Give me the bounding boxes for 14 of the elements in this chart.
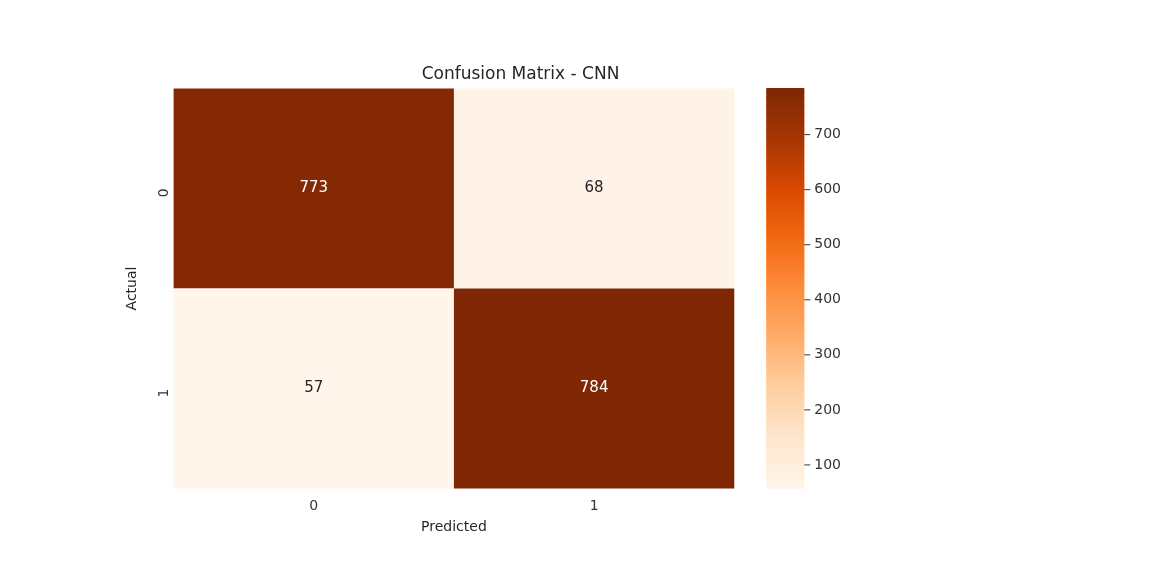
color-bar-label: 100 [814,455,842,472]
color-bar-label: 700 [814,125,842,142]
color-bar-label: 400 [814,290,842,307]
data-label: 784 [579,378,609,397]
y-axis-title: Actual [123,266,140,311]
data-label: 57 [304,378,324,397]
x-axis-title: Predicted [421,518,487,535]
color-bar-label: 300 [814,345,842,362]
color-bar-label: 200 [814,400,842,417]
data-label: 68 [584,178,604,197]
color-bar-label: 500 [814,235,842,252]
chart-title: Confusion Matrix - CNN [421,62,620,83]
color-bar-label: 600 [814,180,842,197]
data-label: 773 [299,178,329,197]
